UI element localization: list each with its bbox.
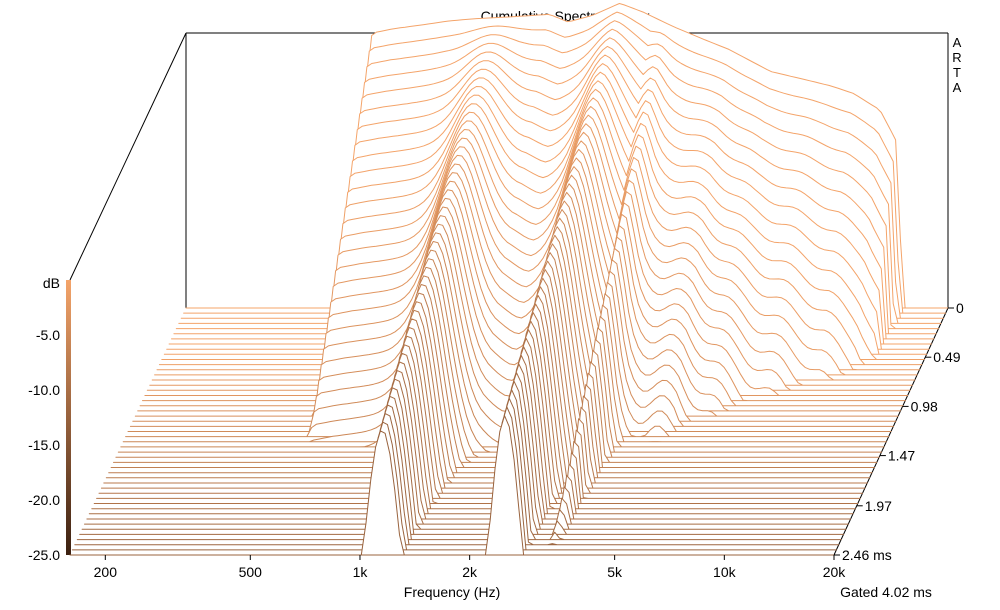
time-tick-label: 0.98: [911, 398, 938, 414]
decay-slice: [86, 355, 852, 520]
decay-slice: [100, 303, 866, 489]
decay-slice: [96, 320, 861, 499]
x-tick-label: 2k: [462, 564, 478, 580]
x-tick-label: 500: [239, 564, 263, 580]
decay-slice: [74, 397, 840, 546]
x-tick-label: 1k: [353, 564, 369, 580]
arta-brand-letter-2: R: [952, 50, 961, 65]
decay-slice: [98, 312, 863, 494]
x-tick-label: 20k: [823, 564, 847, 580]
decay-slice: [132, 191, 897, 422]
time-tick-label: 0.49: [933, 349, 960, 365]
arta-brand-letter-3: T: [953, 65, 961, 80]
decay-slice: [137, 174, 901, 412]
decay-slice: [76, 389, 842, 541]
time-tick-labels: 0 0.49 0.98 1.47 1.97 2.46 ms: [834, 300, 964, 563]
x-axis-label: Frequency (Hz): [404, 584, 500, 600]
z-axis-label: dB: [43, 275, 60, 291]
decay-slice: [71, 406, 837, 551]
arta-brand-letter-4: A: [953, 80, 962, 95]
x-tick-labels: 200 500 1k 2k 5k 10k 20k: [94, 555, 847, 580]
x-tick-label: 10k: [713, 564, 737, 580]
z-tick-label: -25.0: [28, 547, 60, 563]
time-tick-label: 1.47: [888, 448, 915, 464]
decay-slice: [105, 286, 871, 479]
decay-slice: [91, 337, 856, 510]
x-tick-label: 5k: [607, 564, 623, 580]
decay-slice: [79, 380, 844, 535]
decay-slice: [81, 372, 847, 530]
left-wall-diagonal: [69, 32, 187, 281]
decay-slice: [93, 329, 859, 504]
z-tick-label: -5.0: [36, 327, 60, 343]
z-tick-labels: -5.0 -10.0 -15.0 -20.0 -25.0: [28, 327, 60, 563]
decay-slice: [84, 363, 849, 525]
z-tick-label: -20.0: [28, 492, 60, 508]
colorbar: [66, 280, 71, 555]
decay-slice: [108, 277, 873, 474]
z-tick-label: -15.0: [28, 437, 60, 453]
decay-slice: [69, 415, 835, 556]
x-tick-label: 200: [94, 564, 118, 580]
z-tick-label: -10.0: [28, 382, 60, 398]
decay-slice: [88, 346, 854, 515]
arta-brand-letter-1: A: [953, 35, 962, 50]
time-tick-label: 0: [956, 300, 964, 316]
gate-note: Gated 4.02 ms: [840, 584, 932, 600]
decay-slice: [103, 294, 868, 484]
decay-slices: [69, 3, 949, 556]
time-tick-label: 1.97: [865, 498, 892, 514]
time-tick-label: 2.46 ms: [842, 547, 892, 563]
